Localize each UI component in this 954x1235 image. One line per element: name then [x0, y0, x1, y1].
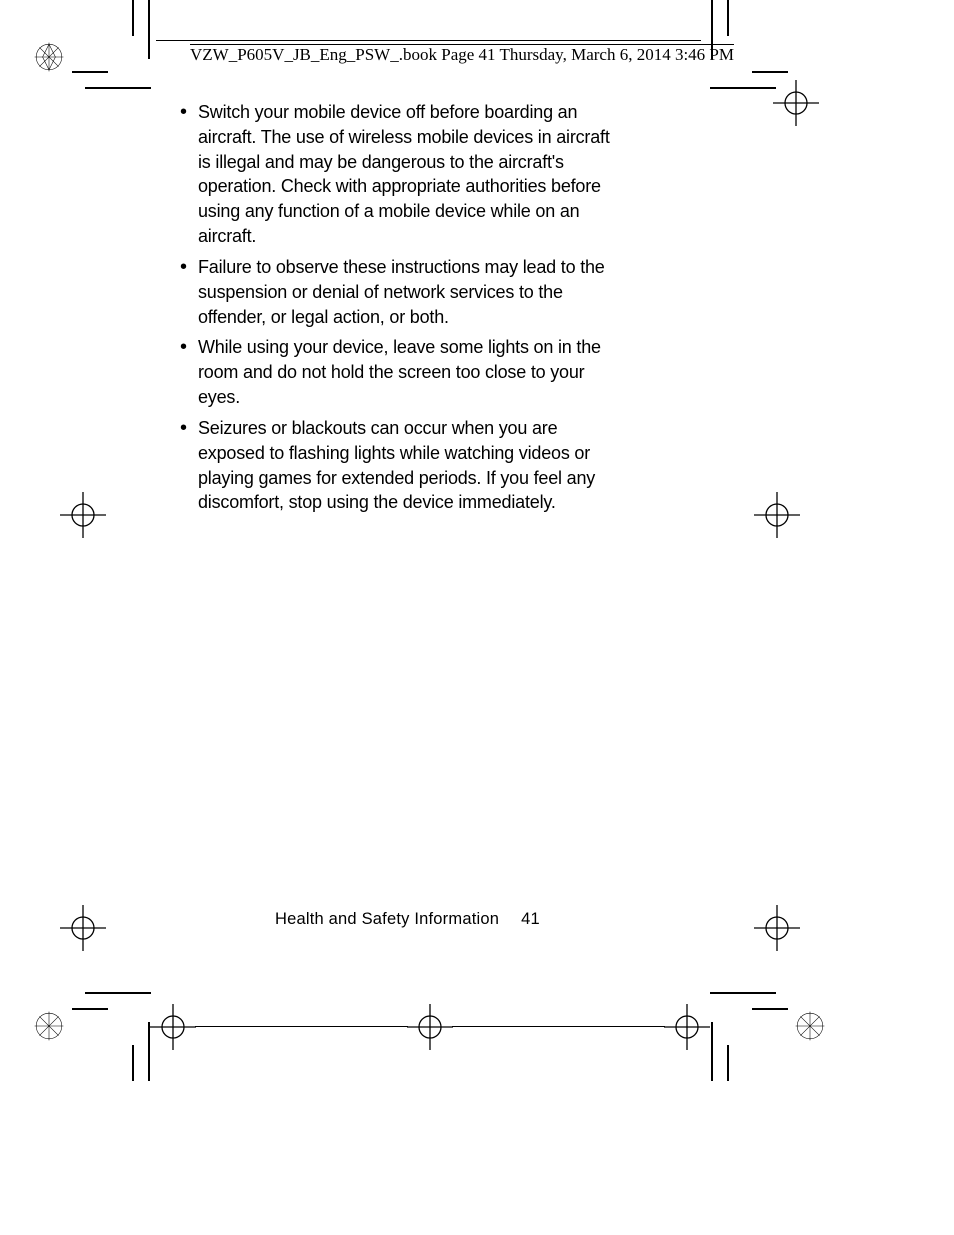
registration-mark-icon	[794, 1010, 826, 1042]
crop-mark	[148, 0, 150, 59]
crop-mark	[710, 87, 776, 89]
registration-cross-icon	[60, 905, 106, 951]
registration-mark-icon	[33, 1010, 65, 1042]
rule-line	[156, 40, 701, 41]
header-filename: VZW_P605V_JB_Eng_PSW_.book	[190, 45, 437, 64]
body-content: Switch your mobile device off before boa…	[180, 100, 615, 521]
footer-page-number: 41	[521, 910, 540, 928]
registration-cross-icon	[773, 80, 819, 126]
crop-mark	[711, 1022, 713, 1081]
registration-cross-icon	[60, 492, 106, 538]
list-item: Seizures or blackouts can occur when you…	[180, 416, 615, 515]
crop-mark	[132, 0, 134, 36]
registration-cross-icon	[407, 1004, 453, 1050]
rule-line	[195, 1026, 408, 1027]
crop-mark	[72, 1008, 108, 1010]
registration-cross-icon	[150, 1004, 196, 1050]
print-header: VZW_P605V_JB_Eng_PSW_.book Page 41 Thurs…	[190, 45, 734, 65]
registration-cross-icon	[754, 492, 800, 538]
registration-mark-icon	[33, 41, 65, 73]
list-item: Switch your mobile device off before boa…	[180, 100, 615, 249]
crop-mark	[85, 87, 151, 89]
crop-mark	[72, 71, 108, 73]
crop-mark	[727, 1045, 729, 1081]
crop-mark	[132, 1045, 134, 1081]
crop-mark	[727, 0, 729, 36]
page: VZW_P605V_JB_Eng_PSW_.book Page 41 Thurs…	[0, 0, 954, 1235]
list-item: Failure to observe these instructions ma…	[180, 255, 615, 329]
crop-mark	[85, 992, 151, 994]
list-item: While using your device, leave some ligh…	[180, 335, 615, 409]
footer-section: Health and Safety Information	[275, 910, 499, 928]
crop-mark	[710, 992, 776, 994]
crop-mark	[752, 71, 788, 73]
header-meta: Page 41 Thursday, March 6, 2014 3:46 PM	[437, 45, 734, 64]
page-footer: Health and Safety Information 41	[275, 910, 540, 929]
crop-mark	[752, 1008, 788, 1010]
rule-line	[452, 1026, 665, 1027]
bullet-list: Switch your mobile device off before boa…	[180, 100, 615, 515]
registration-cross-icon	[664, 1004, 710, 1050]
registration-cross-icon	[754, 905, 800, 951]
